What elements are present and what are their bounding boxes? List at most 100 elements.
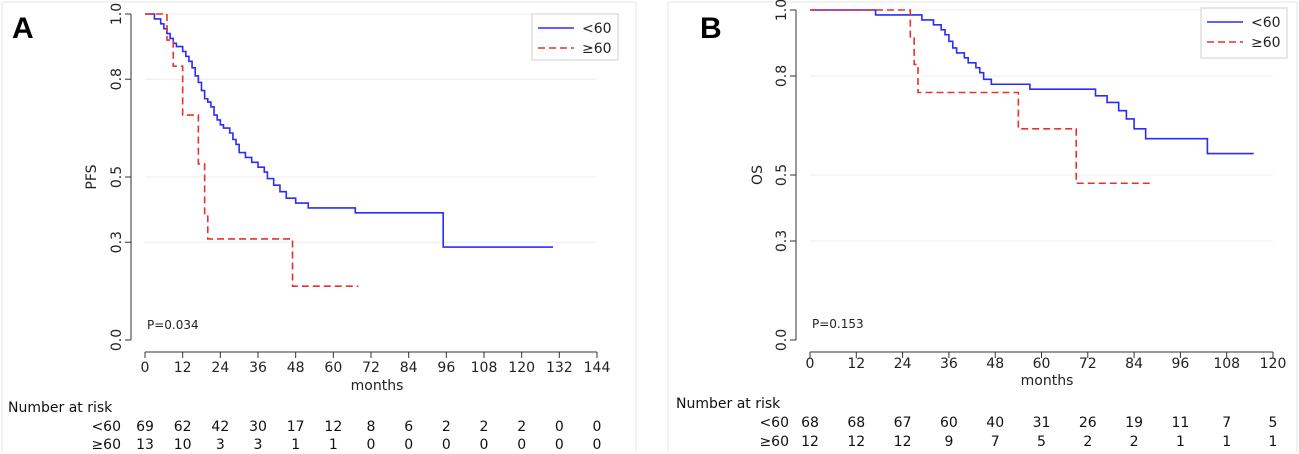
x-tick-label: 0 <box>806 356 815 372</box>
risk-count: 1 <box>291 437 300 453</box>
risk-count: 3 <box>216 437 225 453</box>
risk-count: 12 <box>847 434 865 450</box>
risk-count: 12 <box>324 419 342 435</box>
risk-count: 0 <box>593 437 602 453</box>
panel-b-letter: B <box>700 12 722 45</box>
risk-count: 19 <box>1125 415 1143 431</box>
x-tick-label: 84 <box>1125 356 1143 372</box>
risk-count: 1 <box>329 437 338 453</box>
risk-table-title: Number at risk <box>676 396 781 412</box>
risk-count: 0 <box>517 437 526 453</box>
y-axis-label: OS <box>750 165 766 185</box>
x-tick-label: 96 <box>1171 356 1189 372</box>
x-tick-label: 48 <box>986 356 1004 372</box>
y-tick-label: 0.0 <box>109 329 125 351</box>
p-value-label: P=0.034 <box>147 318 199 332</box>
survival-curve-under-60 <box>810 9 1254 155</box>
x-axis-label: months <box>1021 373 1074 389</box>
risk-count: 8 <box>367 419 376 435</box>
risk-count: 6 <box>404 419 413 435</box>
legend-label: <60 <box>582 21 612 37</box>
risk-count: 12 <box>801 434 819 450</box>
y-axis-label: PFS <box>84 164 100 189</box>
x-tick-label: 24 <box>211 360 229 376</box>
risk-count: 40 <box>986 415 1004 431</box>
x-tick-label: 120 <box>1260 356 1287 372</box>
risk-row-label: ≥60 <box>759 434 789 450</box>
x-tick-label: 12 <box>174 360 192 376</box>
x-tick-label: 120 <box>508 360 535 376</box>
x-tick-label: 72 <box>362 360 380 376</box>
risk-count: 42 <box>211 419 229 435</box>
risk-count: 13 <box>136 437 154 453</box>
survival-curve-60-plus <box>810 9 1154 185</box>
risk-count: 2 <box>517 419 526 435</box>
risk-row-label: <60 <box>91 419 121 435</box>
risk-count: 60 <box>940 415 958 431</box>
x-tick-label: 36 <box>249 360 267 376</box>
x-tick-label: 12 <box>847 356 865 372</box>
y-tick-label: 0.5 <box>109 166 125 188</box>
risk-count: 2 <box>1130 434 1139 450</box>
risk-count: 7 <box>991 434 1000 450</box>
legend-box <box>531 13 619 61</box>
risk-row-label: <60 <box>759 415 789 431</box>
risk-count: 68 <box>801 415 819 431</box>
risk-count: 5 <box>1037 434 1046 450</box>
x-tick-label: 48 <box>287 360 305 376</box>
risk-count: 12 <box>894 434 912 450</box>
risk-count: 26 <box>1079 415 1097 431</box>
y-tick-label: 0.8 <box>109 68 125 90</box>
risk-count: 0 <box>404 437 413 453</box>
x-tick-label: 36 <box>940 356 958 372</box>
risk-count: 10 <box>174 437 192 453</box>
x-tick-label: 132 <box>546 360 573 376</box>
risk-count: 3 <box>254 437 263 453</box>
p-value-label: P=0.153 <box>812 317 864 331</box>
risk-count: 31 <box>1033 415 1051 431</box>
y-tick-label: 0.3 <box>774 230 790 252</box>
risk-count: 1 <box>1222 434 1231 450</box>
legend-label: ≥60 <box>1251 35 1281 51</box>
risk-count: 68 <box>847 415 865 431</box>
x-tick-label: 84 <box>400 360 418 376</box>
x-axis-label: months <box>351 378 404 394</box>
x-tick-label: 108 <box>1213 356 1240 372</box>
x-tick-label: 108 <box>471 360 498 376</box>
x-tick-label: 72 <box>1079 356 1097 372</box>
legend-label: ≥60 <box>582 41 612 57</box>
survival-curve-under-60 <box>145 13 554 248</box>
risk-count: 9 <box>944 434 953 450</box>
risk-count: 2 <box>480 419 489 435</box>
x-tick-label: 0 <box>141 360 150 376</box>
risk-count: 0 <box>555 437 564 453</box>
risk-count: 62 <box>174 419 192 435</box>
y-tick-label: 0.8 <box>774 65 790 87</box>
x-tick-label: 96 <box>437 360 455 376</box>
risk-count: 2 <box>442 419 451 435</box>
risk-count: 5 <box>1269 415 1278 431</box>
risk-count: 1 <box>1176 434 1185 450</box>
y-tick-label: 0.5 <box>774 164 790 186</box>
risk-count: 0 <box>442 437 451 453</box>
risk-count: 67 <box>894 415 912 431</box>
risk-count: 0 <box>593 419 602 435</box>
panel-a-letter: A <box>12 12 34 45</box>
y-tick-label: 1.0 <box>774 0 790 21</box>
risk-count: 0 <box>555 419 564 435</box>
risk-count: 17 <box>287 419 305 435</box>
risk-row-label: ≥60 <box>91 437 121 453</box>
y-tick-label: 1.0 <box>109 3 125 25</box>
risk-count: 0 <box>367 437 376 453</box>
legend-label: <60 <box>1251 15 1281 31</box>
risk-table-title: Number at risk <box>8 400 113 416</box>
risk-count: 11 <box>1171 415 1189 431</box>
risk-count: 69 <box>136 419 154 435</box>
y-tick-label: 0.3 <box>109 231 125 253</box>
legend-box <box>1200 7 1288 59</box>
risk-count: 1 <box>1269 434 1278 450</box>
survival-curve-60-plus <box>145 13 359 288</box>
y-tick-label: 0.0 <box>774 329 790 351</box>
